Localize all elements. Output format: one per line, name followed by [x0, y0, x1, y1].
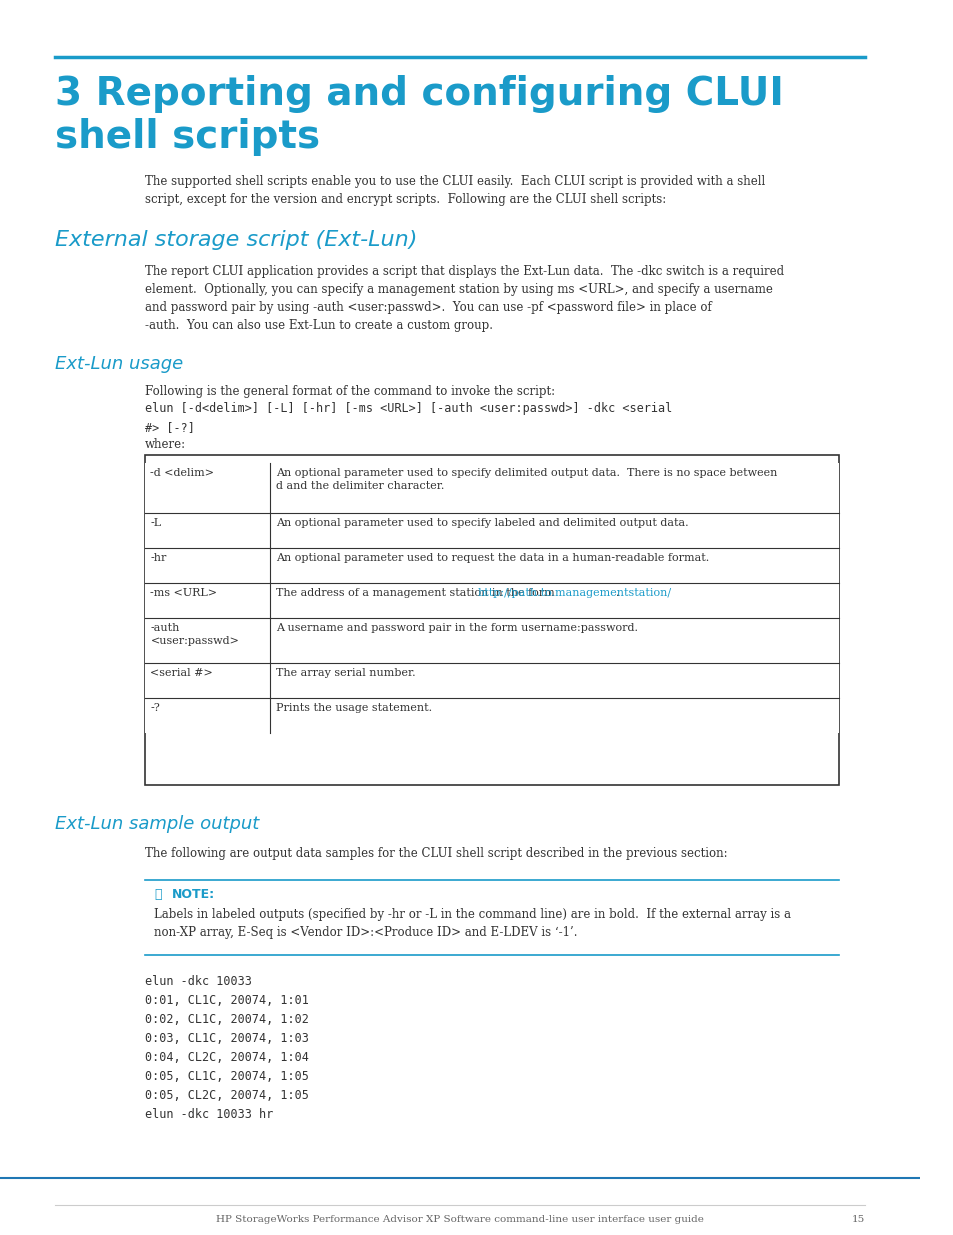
- Bar: [145, 583, 839, 618]
- Text: The following are output data samples for the CLUI shell script described in the: The following are output data samples fo…: [145, 847, 726, 860]
- Text: NOTE:: NOTE:: [172, 888, 214, 902]
- Text: A username and password pair in the form username:password.: A username and password pair in the form…: [275, 622, 638, 634]
- Text: -auth
<user:passwd>: -auth <user:passwd>: [151, 622, 239, 646]
- Text: Labels in labeled outputs (specified by -hr or -L in the command line) are in bo: Labels in labeled outputs (specified by …: [154, 908, 791, 939]
- Text: HP StorageWorks Performance Advisor XP Software command-line user interface user: HP StorageWorks Performance Advisor XP S…: [216, 1215, 703, 1224]
- Text: -L: -L: [151, 517, 161, 529]
- Text: elun -dkc 10033
0:01, CL1C, 20074, 1:01
0:02, CL1C, 20074, 1:02
0:03, CL1C, 2007: elun -dkc 10033 0:01, CL1C, 20074, 1:01 …: [145, 974, 308, 1121]
- Text: elun [-d<delim>] [-L] [-hr] [-ms <URL>] [-auth <user:passwd>] -dkc <serial
#> [-: elun [-d<delim>] [-L] [-hr] [-ms <URL>] …: [145, 403, 671, 433]
- Text: An optional parameter used to specify delimited output data.  There is no space : An optional parameter used to specify de…: [275, 468, 777, 492]
- Text: 3 Reporting and configuring CLUI: 3 Reporting and configuring CLUI: [55, 75, 783, 112]
- Text: Ext-Lun sample output: Ext-Lun sample output: [55, 815, 259, 832]
- Bar: [145, 454, 839, 785]
- Text: 📋: 📋: [154, 888, 162, 902]
- Text: http://path.to.managementstation/: http://path.to.managementstation/: [476, 588, 671, 598]
- Text: The array serial number.: The array serial number.: [275, 668, 416, 678]
- Text: Prints the usage statement.: Prints the usage statement.: [275, 703, 432, 713]
- Text: -?: -?: [151, 703, 160, 713]
- Text: shell scripts: shell scripts: [55, 119, 320, 156]
- Text: External storage script (Ext-Lun): External storage script (Ext-Lun): [55, 230, 416, 249]
- Bar: [145, 618, 839, 663]
- Text: The supported shell scripts enable you to use the CLUI easily.  Each CLUI script: The supported shell scripts enable you t…: [145, 175, 764, 206]
- Text: An optional parameter used to specify labeled and delimited output data.: An optional parameter used to specify la…: [275, 517, 688, 529]
- Bar: [145, 698, 839, 734]
- Text: An optional parameter used to request the data in a human-readable format.: An optional parameter used to request th…: [275, 553, 708, 563]
- Text: <serial #>: <serial #>: [151, 668, 213, 678]
- Text: where:: where:: [145, 438, 186, 451]
- Text: The report CLUI application provides a script that displays the Ext-Lun data.  T: The report CLUI application provides a s…: [145, 266, 783, 332]
- Bar: [145, 463, 839, 513]
- Text: -ms <URL>: -ms <URL>: [151, 588, 217, 598]
- Text: Ext-Lun usage: Ext-Lun usage: [55, 354, 183, 373]
- Bar: [145, 548, 839, 583]
- Text: The address of a management station in the form: The address of a management station in t…: [275, 588, 558, 598]
- Text: -d <delim>: -d <delim>: [151, 468, 214, 478]
- Bar: [145, 513, 839, 548]
- Text: .: .: [615, 588, 618, 598]
- Text: 15: 15: [851, 1215, 864, 1224]
- Text: -hr: -hr: [151, 553, 167, 563]
- Bar: [145, 663, 839, 698]
- Text: Following is the general format of the command to invoke the script:: Following is the general format of the c…: [145, 385, 555, 398]
